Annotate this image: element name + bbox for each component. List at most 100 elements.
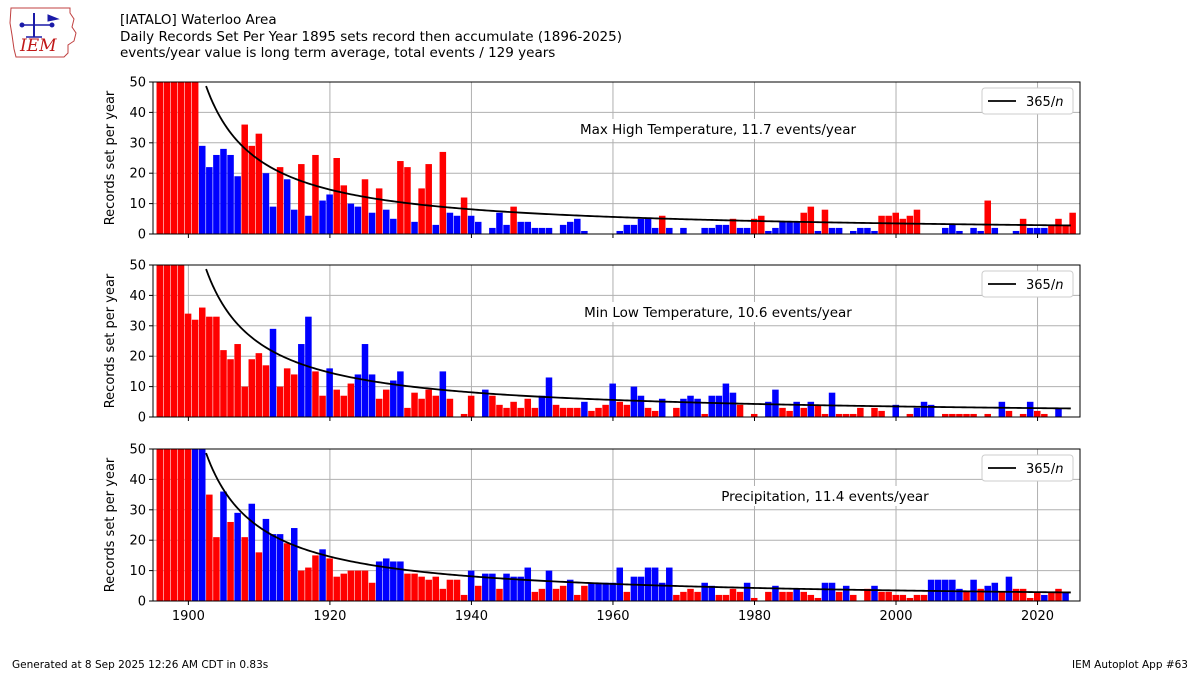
bar xyxy=(998,591,1006,601)
bar xyxy=(333,389,340,417)
x-tick-label: 2020 xyxy=(1021,609,1054,624)
bar xyxy=(446,212,454,234)
bar xyxy=(170,265,178,417)
bar xyxy=(807,401,815,417)
bar xyxy=(298,344,305,417)
bar xyxy=(637,576,645,601)
bar xyxy=(184,82,192,234)
bar xyxy=(474,585,482,601)
bar xyxy=(276,386,284,417)
bar xyxy=(347,570,355,601)
y-axis-label: Records set per year xyxy=(103,90,118,225)
bar xyxy=(298,570,305,601)
bar xyxy=(545,227,553,234)
bar xyxy=(750,413,758,417)
bar xyxy=(361,179,369,234)
legend-label: 365/n xyxy=(1026,462,1063,477)
bar xyxy=(213,316,220,417)
bar xyxy=(517,576,524,601)
bar xyxy=(220,350,227,417)
bar xyxy=(227,154,234,234)
legend-label: 365/n xyxy=(1026,95,1063,110)
bar xyxy=(262,173,270,234)
bar xyxy=(793,401,800,417)
bar xyxy=(418,398,425,417)
bar xyxy=(588,410,595,417)
y-tick-label: 30 xyxy=(129,136,146,151)
bar xyxy=(1019,588,1027,601)
bar xyxy=(708,585,716,601)
bar xyxy=(842,413,850,417)
bar xyxy=(920,594,928,601)
bar xyxy=(276,534,284,601)
bar xyxy=(326,368,333,417)
bar xyxy=(531,227,539,234)
bar xyxy=(807,594,815,601)
bar xyxy=(708,227,716,234)
y-tick-label: 50 xyxy=(129,76,146,91)
bar xyxy=(850,594,857,601)
bar xyxy=(750,218,758,234)
x-tick-label: 1940 xyxy=(455,609,488,624)
bar xyxy=(857,407,864,417)
y-tick-label: 40 xyxy=(129,473,146,488)
bar xyxy=(191,319,199,417)
bar xyxy=(1055,218,1062,234)
bar xyxy=(793,588,800,601)
bar xyxy=(241,537,248,601)
bar xyxy=(531,407,539,417)
bar xyxy=(559,585,567,601)
bar xyxy=(156,265,164,417)
bar xyxy=(913,407,921,417)
bar xyxy=(460,197,468,234)
bar xyxy=(290,209,298,234)
bar xyxy=(800,212,807,234)
bar xyxy=(1019,413,1027,417)
bar xyxy=(864,588,871,601)
panel-1: 0 10 20 30 40 50 Records set per year Max High … xyxy=(103,76,1081,243)
bar xyxy=(970,579,977,601)
legend-box xyxy=(981,454,1074,482)
bar xyxy=(927,404,935,417)
bar xyxy=(234,512,241,601)
bar xyxy=(906,597,914,601)
bar xyxy=(354,570,362,601)
bar xyxy=(729,392,737,417)
bar xyxy=(1034,410,1041,417)
bar xyxy=(878,215,885,234)
bar xyxy=(574,218,581,234)
bar xyxy=(630,386,638,417)
annotation-label: Max High Temperature, 11.7 events/year xyxy=(580,122,857,138)
bar xyxy=(673,594,680,601)
legend-box xyxy=(981,270,1074,298)
y-tick-label: 20 xyxy=(129,350,146,365)
bar xyxy=(970,227,977,234)
bar xyxy=(191,82,199,234)
bar xyxy=(241,386,248,417)
chart-subtitle: Daily Records Set Per Year 1895 sets rec… xyxy=(120,29,622,45)
bar xyxy=(658,398,666,417)
bar xyxy=(354,206,362,234)
bar xyxy=(198,449,206,601)
bar xyxy=(213,537,220,601)
bar xyxy=(779,591,786,601)
bar xyxy=(765,230,772,234)
bar xyxy=(1034,591,1041,601)
bar xyxy=(963,591,970,601)
bar xyxy=(885,215,892,234)
bar xyxy=(623,224,631,234)
bar xyxy=(566,221,574,234)
y-tick-label: 10 xyxy=(129,564,146,579)
bar xyxy=(361,570,369,601)
bar xyxy=(574,594,581,601)
bar xyxy=(793,221,800,234)
y-axis-label: Records set per year xyxy=(103,273,118,408)
bar xyxy=(446,398,454,417)
y-tick-label: 40 xyxy=(129,289,146,304)
bar xyxy=(425,164,432,234)
bar xyxy=(248,145,256,234)
bar xyxy=(156,82,164,234)
bar xyxy=(170,449,178,601)
bar xyxy=(255,552,263,601)
bar xyxy=(489,227,496,234)
